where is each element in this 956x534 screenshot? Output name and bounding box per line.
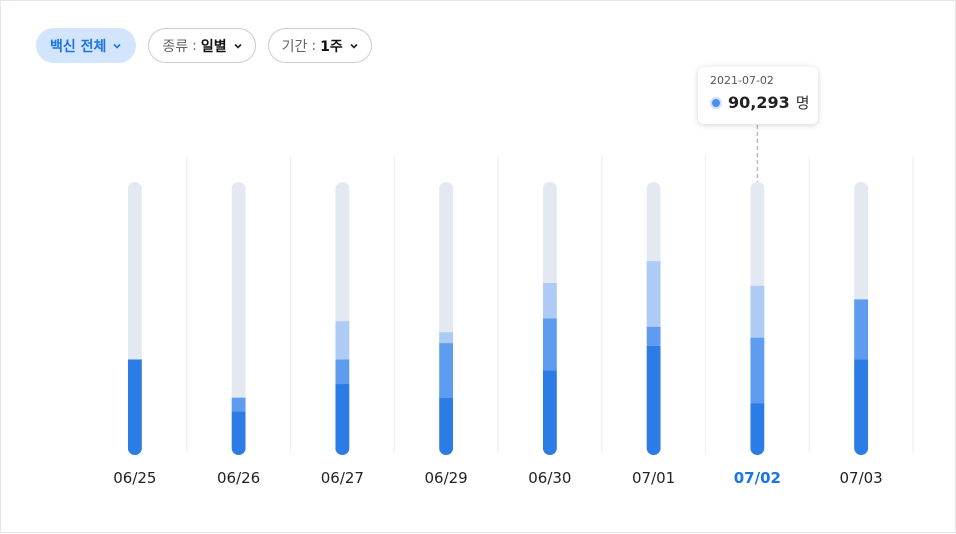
tooltip-value: 90,293 [728,93,790,112]
bar-group [542,182,557,455]
bar-group [646,182,661,455]
period-filter-value: 1주 [320,38,343,55]
type-filter-dropdown[interactable]: 종류 : 일별 [148,28,256,63]
tooltip-date: 2021-07-02 [710,74,774,87]
bar-segment [439,343,454,398]
bar-segment [854,359,869,455]
bar-group [335,182,350,455]
type-filter-separator: : [192,37,197,54]
x-tick-label: 06/29 [425,469,468,487]
x-tick-label: 06/30 [528,469,571,487]
bar-segment [646,345,661,455]
series-dot-icon [710,96,722,109]
tooltip: 2021-07-02 90,293 명 [698,67,818,124]
bar-segment [335,321,350,360]
x-tick-label: 06/26 [217,469,260,487]
chevron-down-icon [233,41,243,51]
bar-group [750,182,765,455]
bar-segment [335,359,350,385]
bar-group [854,182,869,455]
bar-group [439,182,454,455]
x-tick-label: 07/02 [734,469,781,487]
vaccine-filter-label: 백신 전체 [50,38,107,55]
tooltip-unit: 명 [795,94,810,112]
period-filter-label: 기간 [281,38,308,55]
bar-segment [646,326,661,346]
type-filter-label: 종류 [162,38,189,55]
x-tick-label: 06/25 [113,469,156,487]
bar-segment [439,332,454,344]
period-filter-dropdown[interactable]: 기간 : 1주 [267,28,372,63]
chevron-down-icon [349,41,359,51]
vaccine-filter-dropdown[interactable]: 백신 전체 [36,28,137,63]
bar-segment [646,261,661,327]
x-tick-label: 07/03 [840,469,883,487]
chevron-down-icon [112,41,122,51]
bar-segment [542,283,557,319]
filter-bar: 백신 전체 종류 : 일별 기간 : 1주 [36,28,372,63]
bar-segment [231,411,246,455]
type-filter-value: 일별 [200,38,227,55]
bar-segment [542,370,557,455]
period-filter-separator: : [311,37,317,54]
bar-segment [750,285,765,338]
bar-segment [335,384,350,455]
x-tick-label: 07/01 [632,469,675,487]
bar-segment [231,397,246,412]
bar-segment [750,337,765,404]
bar-segment [542,318,557,371]
bar-group [127,182,142,455]
x-tick-label: 06/27 [321,469,364,487]
bar-track [231,182,246,455]
bar-segment [750,403,765,455]
tooltip-row: 90,293 명 [710,92,818,113]
bar-segment [854,299,869,360]
bar-group [231,182,246,455]
bar-segment [439,397,454,455]
bar-segment [127,359,142,455]
